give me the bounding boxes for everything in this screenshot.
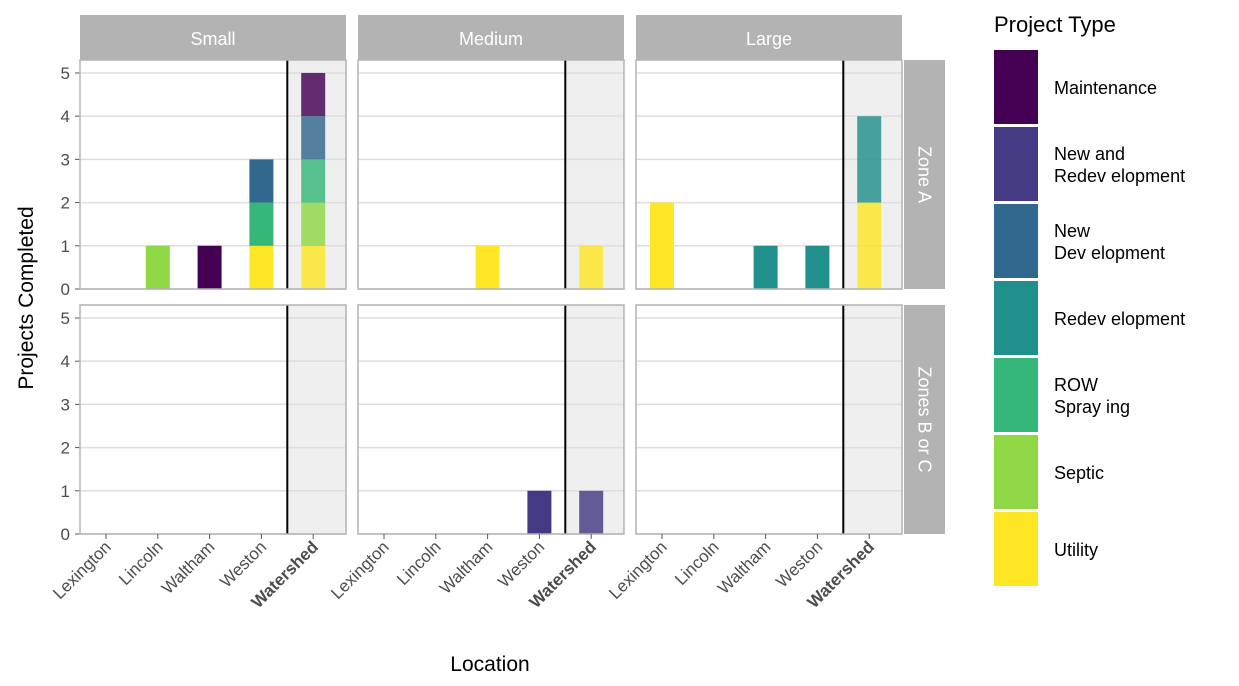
bar-watershed-utility xyxy=(579,245,604,289)
legend-label: New and xyxy=(1054,144,1125,164)
x-tick-label-lexington: Lexington xyxy=(327,537,393,603)
bar-watershed-septic xyxy=(301,202,326,246)
legend-label: Spray ing xyxy=(1054,397,1130,417)
legend-label: Utility xyxy=(1054,540,1098,560)
bar-waltham-maintenance xyxy=(197,245,222,289)
panel-zone-a-large xyxy=(635,59,903,290)
x-tick-label-lincoln: Lincoln xyxy=(393,537,445,589)
panel-border xyxy=(79,59,347,290)
facet-strip-medium xyxy=(358,15,624,60)
x-axis-label: Location xyxy=(450,653,529,676)
y-tick-label: 0 xyxy=(61,525,70,544)
legend-key-utility xyxy=(994,512,1038,586)
bar-weston-new-and-redevelopment xyxy=(527,490,552,534)
legend-key-new-development xyxy=(994,204,1038,278)
bar-watershed-new-and-redevelopment xyxy=(579,490,604,534)
bar-watershed-row-spraying xyxy=(301,159,326,203)
bar-weston-redevelopment xyxy=(805,245,830,289)
bar-waltham-redevelopment xyxy=(753,245,778,289)
legend-title: Project Type xyxy=(994,12,1116,37)
bar-watershed-redevelopment xyxy=(857,116,882,203)
facet-strip-small xyxy=(80,15,346,60)
y-axis-label: Projects Completed xyxy=(15,206,38,389)
bar-watershed-maintenance xyxy=(301,72,326,117)
y-tick-label: 4 xyxy=(61,352,70,371)
legend-label: Redev elopment xyxy=(1054,166,1185,186)
legend-key-redevelopment xyxy=(994,281,1038,355)
facet-strip-label-zone-a: Zone A xyxy=(915,146,935,203)
x-tick-label-lincoln: Lincoln xyxy=(115,537,167,589)
legend-item-utility: Utility xyxy=(994,512,1098,586)
y-tick-label: 5 xyxy=(61,309,70,328)
x-tick-label-waltham: Waltham xyxy=(436,537,496,597)
legend-key-maintenance xyxy=(994,50,1038,124)
legend-label: ROW xyxy=(1054,375,1098,395)
panel-border xyxy=(79,304,347,535)
watershed-shading xyxy=(843,305,902,534)
panel-border xyxy=(357,59,625,290)
legend-key-new-and-redevelopment xyxy=(994,127,1038,201)
legend-label: New xyxy=(1054,221,1091,241)
bar-weston-utility xyxy=(249,245,274,289)
y-tick-label: 1 xyxy=(61,482,70,501)
y-tick-label: 2 xyxy=(61,194,70,213)
facet-panels: Small Medium Large Zone A Zones B or C 0 1 2 3 4 5… xyxy=(49,15,945,612)
legend-item-maintenance: Maintenance xyxy=(994,50,1157,124)
x-tick-label-waltham: Waltham xyxy=(158,537,218,597)
legend-label: Dev elopment xyxy=(1054,243,1165,263)
legend-key-row-spraying xyxy=(994,358,1038,432)
watershed-shading xyxy=(287,305,346,534)
y-tick-label: 2 xyxy=(61,439,70,458)
facet-strip-zone-a xyxy=(904,60,945,289)
legend-label: Maintenance xyxy=(1054,78,1157,98)
legend-key-septic xyxy=(994,435,1038,509)
panel-border xyxy=(635,59,903,290)
bar-lincoln-septic xyxy=(145,245,170,289)
x-tick-label-lexington: Lexington xyxy=(49,537,115,603)
panel-border xyxy=(635,304,903,535)
bar-weston-new-development xyxy=(249,159,274,203)
bar-lexington-utility xyxy=(650,202,674,289)
x-tick-label-lexington: Lexington xyxy=(605,537,671,603)
facet-strip-zones-b-or-c xyxy=(904,305,945,534)
bar-waltham-utility xyxy=(475,245,500,289)
legend-item-redevelopment: Redev elopment xyxy=(994,281,1185,355)
y-tick-label: 0 xyxy=(61,280,70,299)
panel-zone-a-small xyxy=(79,59,347,290)
facet-strip-label-zones-b-or-c: Zones B or C xyxy=(915,366,935,472)
y-tick-label: 4 xyxy=(61,107,70,126)
legend-label: Septic xyxy=(1054,463,1104,483)
y-tick-label: 3 xyxy=(61,150,70,169)
y-tick-label: 3 xyxy=(61,395,70,414)
y-tick-label: 5 xyxy=(61,64,70,83)
legend-label: Redev elopment xyxy=(1054,309,1185,329)
bar-weston-row-spraying xyxy=(249,202,274,246)
facet-strip-label-large: Large xyxy=(746,29,792,49)
bar-watershed-utility xyxy=(857,202,882,289)
facet-strip-label-medium: Medium xyxy=(459,29,523,49)
x-tick-label-waltham: Waltham xyxy=(714,537,774,597)
panel-border xyxy=(357,304,625,535)
facet-strip-large xyxy=(636,15,902,60)
bar-watershed-new-development xyxy=(301,116,326,160)
legend-item-septic: Septic xyxy=(994,435,1104,509)
bar-watershed-utility xyxy=(301,245,326,289)
y-tick-label: 1 xyxy=(61,237,70,256)
facet-strip-label-small: Small xyxy=(190,29,235,49)
panel-zone-a-medium xyxy=(357,59,625,290)
x-tick-label-lincoln: Lincoln xyxy=(671,537,723,589)
